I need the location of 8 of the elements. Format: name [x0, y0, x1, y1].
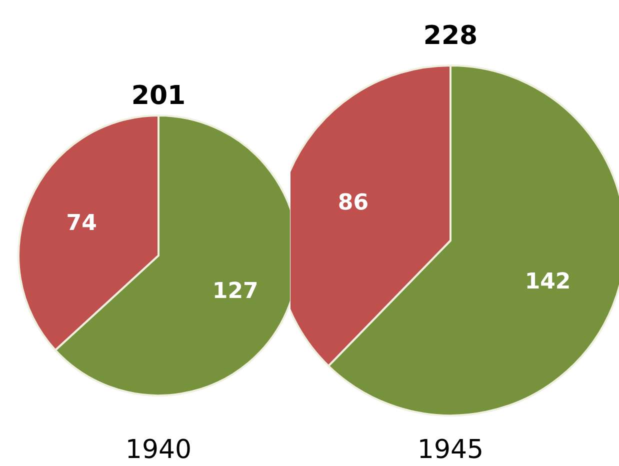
- data-label: 86: [338, 190, 369, 216]
- text: 1945: [417, 435, 484, 465]
- data-label: 74: [66, 211, 97, 236]
- data-label: 127: [212, 278, 258, 304]
- data-label: 142: [524, 270, 571, 295]
- chart-title: 228: [423, 21, 478, 51]
- chart-title: 201: [131, 81, 186, 111]
- text: 1940: [125, 435, 192, 465]
